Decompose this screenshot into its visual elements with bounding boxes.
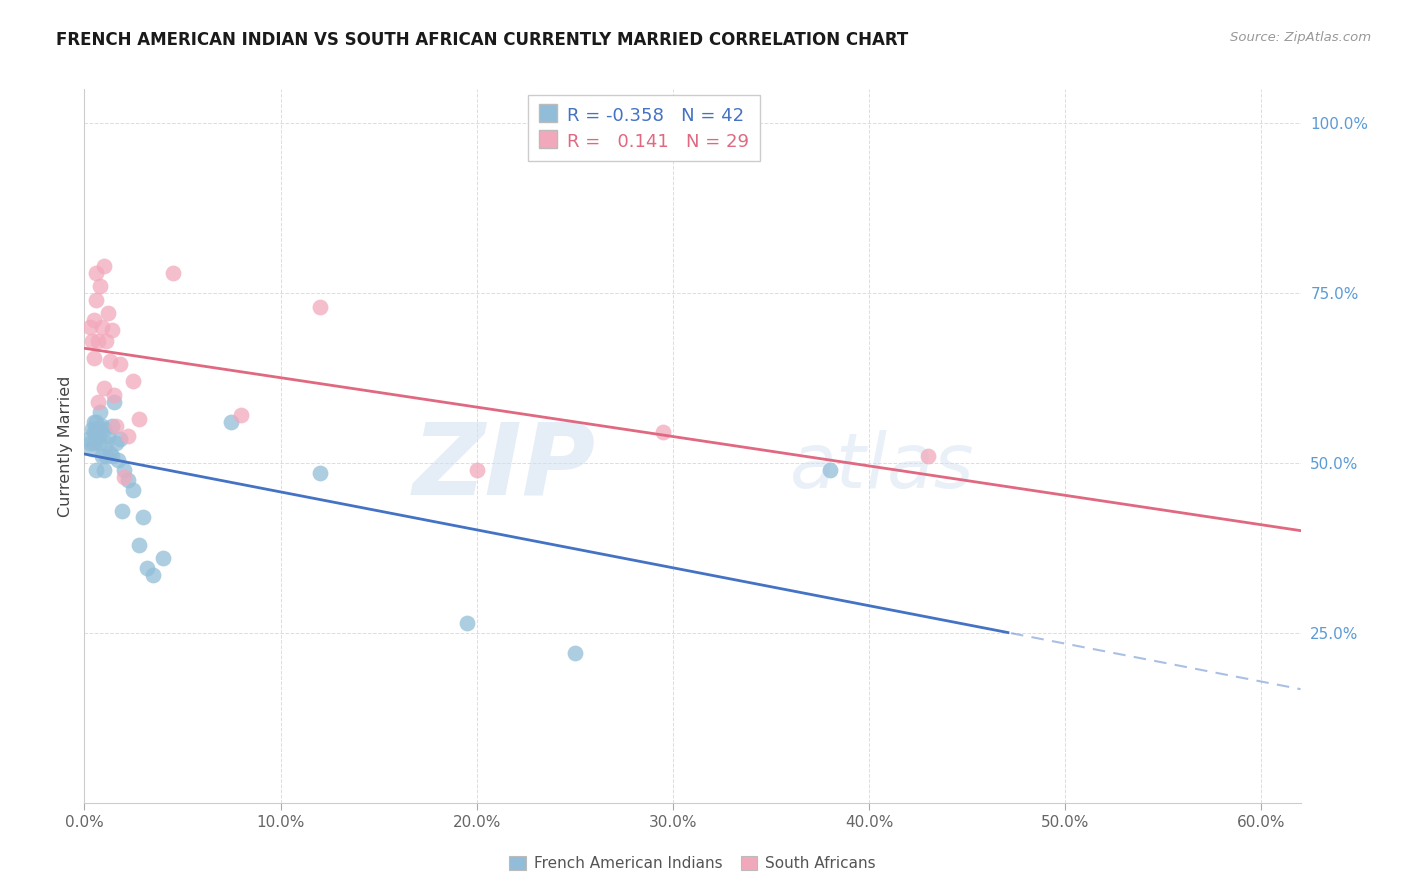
Point (94, 435, 117, 450)
Point (103, 394, 125, 409)
Point (84, 463, 107, 477)
Point (89, 405, 111, 419)
Point (91, 449, 114, 463)
Legend: French American Indians, South Africans: French American Indians, South Africans (503, 850, 882, 877)
Y-axis label: Currently Married: Currently Married (58, 376, 73, 516)
Point (103, 388, 125, 402)
Point (652, 425, 675, 440)
Point (84, 422, 107, 436)
Point (87, 422, 110, 436)
Point (83, 313, 105, 327)
Point (89, 279, 111, 293)
Point (83, 435, 105, 450)
Point (83, 425, 105, 440)
Point (128, 412, 150, 426)
Point (93, 259, 115, 273)
Point (128, 537, 150, 551)
Point (84, 266, 107, 280)
Point (221, 415, 243, 429)
Point (91, 418, 114, 433)
Point (87, 394, 110, 409)
Point (79, 435, 101, 450)
Point (82, 442, 104, 457)
Point (84, 415, 107, 429)
Point (97, 429, 120, 443)
Point (94, 449, 117, 463)
Point (93, 422, 115, 436)
Point (89, 435, 111, 450)
Point (162, 266, 184, 280)
Point (108, 432, 131, 446)
Point (82, 422, 104, 436)
Point (308, 466, 330, 480)
Point (83, 415, 105, 429)
Point (91, 320, 114, 334)
Point (112, 469, 135, 483)
Text: atlas: atlas (790, 431, 974, 504)
Point (107, 452, 129, 467)
Text: Source: ZipAtlas.com: Source: ZipAtlas.com (1230, 31, 1371, 45)
Point (98, 354, 121, 368)
Point (87, 334, 110, 348)
Point (132, 510, 155, 524)
Point (101, 418, 124, 433)
Point (97, 306, 120, 320)
Point (122, 375, 145, 389)
Point (108, 358, 131, 372)
Point (82, 334, 104, 348)
Point (83, 351, 105, 365)
Point (98, 446, 121, 460)
Point (818, 463, 841, 477)
Point (231, 409, 253, 423)
Point (77, 432, 100, 446)
Point (111, 503, 134, 517)
Text: ZIP: ZIP (412, 419, 595, 516)
Point (104, 418, 127, 433)
Point (79, 320, 101, 334)
Point (465, 463, 488, 477)
Point (152, 551, 174, 566)
Point (117, 473, 139, 487)
Point (122, 483, 145, 498)
Point (104, 435, 127, 450)
Point (112, 463, 135, 477)
Point (93, 463, 115, 477)
Point (456, 615, 478, 630)
Point (308, 300, 330, 314)
Point (94, 334, 117, 348)
Point (136, 561, 159, 575)
Point (87, 429, 110, 443)
Point (93, 381, 115, 395)
Point (117, 429, 139, 443)
Point (101, 449, 124, 463)
Text: FRENCH AMERICAN INDIAN VS SOUTH AFRICAN CURRENTLY MARRIED CORRELATION CHART: FRENCH AMERICAN INDIAN VS SOUTH AFRICAN … (56, 31, 908, 49)
Point (142, 568, 165, 582)
Point (101, 323, 124, 337)
Point (564, 646, 586, 660)
Point (917, 449, 939, 463)
Point (84, 293, 107, 307)
